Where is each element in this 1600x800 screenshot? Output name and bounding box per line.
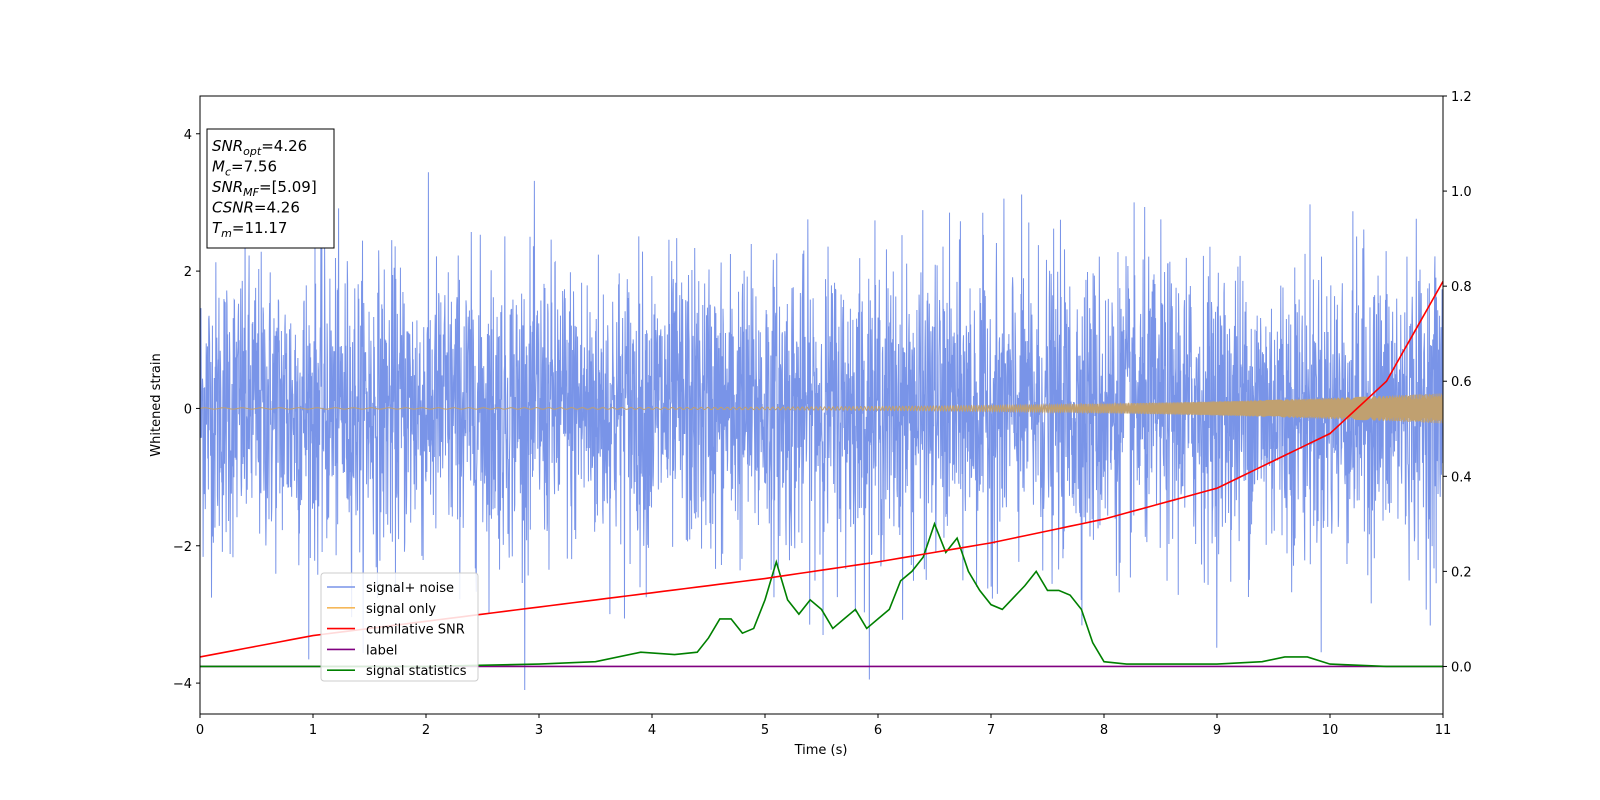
annotation-line: SNRopt=4.26: [212, 137, 307, 158]
x-tick-label: 5: [761, 723, 769, 738]
annotation-line: SNRMF=[5.09]: [212, 178, 317, 199]
legend-label: cumilative SNR: [366, 623, 465, 638]
annotation-line: CSNR=4.26: [212, 199, 300, 217]
signal-statistics-line: [200, 521, 1443, 668]
legend-label: signal statistics: [366, 664, 467, 679]
y-axis-label: Whitened strain: [149, 353, 164, 456]
signal-only-line: [200, 393, 1443, 424]
legend-label: signal+ noise: [366, 581, 454, 596]
left-y-axis-ticks: −4 −2 0 2 4: [173, 128, 200, 692]
legend: signal+ noise signal only cumilative SNR la…: [320, 572, 479, 682]
x-tick-label: 11: [1435, 723, 1452, 738]
x-tick-label: 10: [1322, 723, 1339, 738]
left-y-tick-label: 4: [184, 128, 192, 143]
legend-frame: [320, 572, 479, 682]
x-tick-label: 1: [309, 723, 317, 738]
left-y-tick-label: −2: [173, 540, 192, 555]
x-tick-label: 0: [196, 723, 204, 738]
legend-label: label: [366, 643, 397, 658]
legend-label: signal only: [366, 602, 436, 617]
x-tick-label: 8: [1100, 723, 1108, 738]
annotation-line: Mc=7.56: [212, 158, 277, 179]
right-y-tick-label: 0.2: [1451, 565, 1472, 580]
x-tick-label: 4: [648, 723, 656, 738]
right-y-tick-label: 0.4: [1451, 470, 1472, 485]
left-y-tick-label: 2: [184, 265, 192, 280]
right-y-tick-label: 0.0: [1451, 660, 1472, 675]
x-axis-ticks: 0 1 2 3 4 5 6 7 8 9 10 11: [196, 714, 1451, 738]
right-y-axis-ticks: 0.0 0.2 0.4 0.6 0.8 1.0 1.2: [1443, 90, 1472, 675]
right-y-tick-label: 1.2: [1451, 90, 1472, 105]
left-y-tick-label: −4: [173, 677, 192, 692]
x-tick-label: 2: [422, 723, 430, 738]
x-tick-label: 6: [874, 723, 882, 738]
left-y-tick-label: 0: [184, 402, 192, 417]
x-tick-label: 7: [987, 723, 995, 738]
right-y-tick-label: 0.6: [1451, 375, 1472, 390]
annotation-frame: [206, 128, 335, 249]
x-axis-label: Time (s): [794, 743, 848, 758]
x-tick-label: 3: [535, 723, 543, 738]
x-tick-label: 9: [1213, 723, 1221, 738]
plot-frame: [199, 95, 1444, 715]
annotation-line: Tm=11.17: [212, 219, 287, 240]
right-y-tick-label: 0.8: [1451, 280, 1472, 295]
right-y-tick-label: 1.0: [1451, 185, 1472, 200]
